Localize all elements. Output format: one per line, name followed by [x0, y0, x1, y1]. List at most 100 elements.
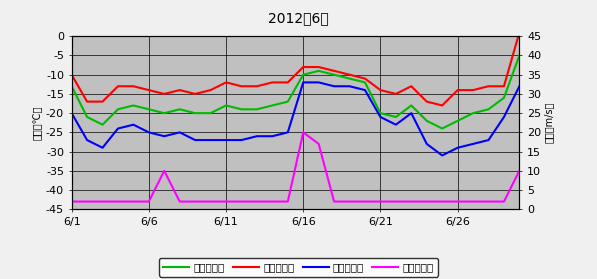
- 日最低気温: [115, 127, 122, 130]
- 日平均風速: [500, 200, 507, 203]
- 日平均気温: [176, 108, 183, 111]
- 日平均気温: [346, 77, 353, 80]
- 日最高気温: [346, 73, 353, 76]
- 日平均風速: [469, 200, 476, 203]
- 日最高気温: [469, 88, 476, 92]
- 日最低気温: [207, 138, 214, 142]
- 日平均風速: [284, 200, 291, 203]
- 日最低気温: [300, 81, 307, 84]
- 日平均風速: [454, 200, 461, 203]
- 日最高気温: [408, 85, 415, 88]
- 日最低気温: [68, 112, 75, 115]
- 日平均風速: [346, 200, 353, 203]
- 日最高気温: [192, 92, 199, 96]
- 日平均風速: [176, 200, 183, 203]
- 日最高気温: [115, 85, 122, 88]
- 日最低気温: [331, 85, 338, 88]
- 日最低気温: [454, 146, 461, 150]
- 日最高気温: [130, 85, 137, 88]
- 日最高気温: [454, 88, 461, 92]
- 日最低気温: [346, 85, 353, 88]
- 日平均気温: [84, 115, 91, 119]
- 日最低気温: [485, 138, 492, 142]
- 日最高気温: [315, 65, 322, 69]
- 日最高気温: [377, 88, 384, 92]
- 日最高気温: [331, 69, 338, 73]
- Line: 日最高気温: 日最高気温: [72, 32, 519, 105]
- Y-axis label: 風速（m/s）: 風速（m/s）: [544, 102, 554, 143]
- 日平均気温: [223, 104, 230, 107]
- 日平均気温: [253, 108, 260, 111]
- 日平均気温: [115, 108, 122, 111]
- 日平均風速: [408, 200, 415, 203]
- 日平均風速: [99, 200, 106, 203]
- 日最高気温: [253, 85, 260, 88]
- 日最低気温: [392, 123, 399, 126]
- 日最高気温: [145, 88, 152, 92]
- 日最高気温: [300, 65, 307, 69]
- 日平均風速: [377, 200, 384, 203]
- 日平均風速: [161, 169, 168, 172]
- 日最高気温: [223, 81, 230, 84]
- 日最低気温: [223, 138, 230, 142]
- 日平均気温: [238, 108, 245, 111]
- 日最低気温: [99, 146, 106, 150]
- 日最高気温: [361, 77, 368, 80]
- 日平均風速: [68, 200, 75, 203]
- 日平均気温: [192, 112, 199, 115]
- 日最低気温: [176, 131, 183, 134]
- 日最高気温: [284, 81, 291, 84]
- 日平均気温: [500, 96, 507, 99]
- 日最高気温: [99, 100, 106, 103]
- 日平均気温: [469, 112, 476, 115]
- 日平均風速: [439, 200, 446, 203]
- 日平均気温: [439, 127, 446, 130]
- Legend: 日平均気温, 日最高気温, 日最低気温, 日平均風速: 日平均気温, 日最高気温, 日最低気温, 日平均風速: [159, 258, 438, 276]
- 日最高気温: [161, 92, 168, 96]
- 日平均気温: [331, 73, 338, 76]
- 日最高気温: [84, 100, 91, 103]
- 日平均風速: [516, 169, 523, 172]
- 日平均風速: [269, 200, 276, 203]
- 日平均風速: [485, 200, 492, 203]
- 日最高気温: [485, 85, 492, 88]
- 日平均風速: [207, 200, 214, 203]
- 日最低気温: [516, 85, 523, 88]
- 日平均気温: [207, 112, 214, 115]
- 日最低気温: [145, 131, 152, 134]
- 日平均気温: [454, 119, 461, 122]
- 日平均風速: [392, 200, 399, 203]
- 日平均気温: [361, 81, 368, 84]
- 日平均風速: [331, 200, 338, 203]
- 日平均風速: [223, 200, 230, 203]
- 日最低気温: [192, 138, 199, 142]
- 日平均風速: [192, 200, 199, 203]
- 日最高気温: [516, 31, 523, 34]
- 日平均気温: [485, 108, 492, 111]
- 日最高気温: [392, 92, 399, 96]
- 日最高気温: [439, 104, 446, 107]
- 日平均気温: [392, 115, 399, 119]
- 日平均風速: [300, 131, 307, 134]
- 日最低気温: [238, 138, 245, 142]
- 日最低気温: [284, 131, 291, 134]
- 日平均風速: [145, 200, 152, 203]
- Line: 日平均風速: 日平均風速: [72, 132, 519, 201]
- 日最高気温: [423, 100, 430, 103]
- 日最低気温: [315, 81, 322, 84]
- 日最高気温: [68, 73, 75, 76]
- 日最低気温: [84, 138, 91, 142]
- Text: 2012年6月: 2012年6月: [268, 11, 329, 25]
- 日平均気温: [284, 100, 291, 103]
- 日最低気温: [253, 134, 260, 138]
- 日平均気温: [161, 112, 168, 115]
- 日平均気温: [408, 104, 415, 107]
- 日最低気温: [130, 123, 137, 126]
- 日最高気温: [500, 85, 507, 88]
- 日平均気温: [315, 69, 322, 73]
- 日最低気温: [408, 112, 415, 115]
- 日平均風速: [115, 200, 122, 203]
- Line: 日平均気温: 日平均気温: [72, 56, 519, 129]
- 日平均風速: [253, 200, 260, 203]
- 日最低気温: [361, 88, 368, 92]
